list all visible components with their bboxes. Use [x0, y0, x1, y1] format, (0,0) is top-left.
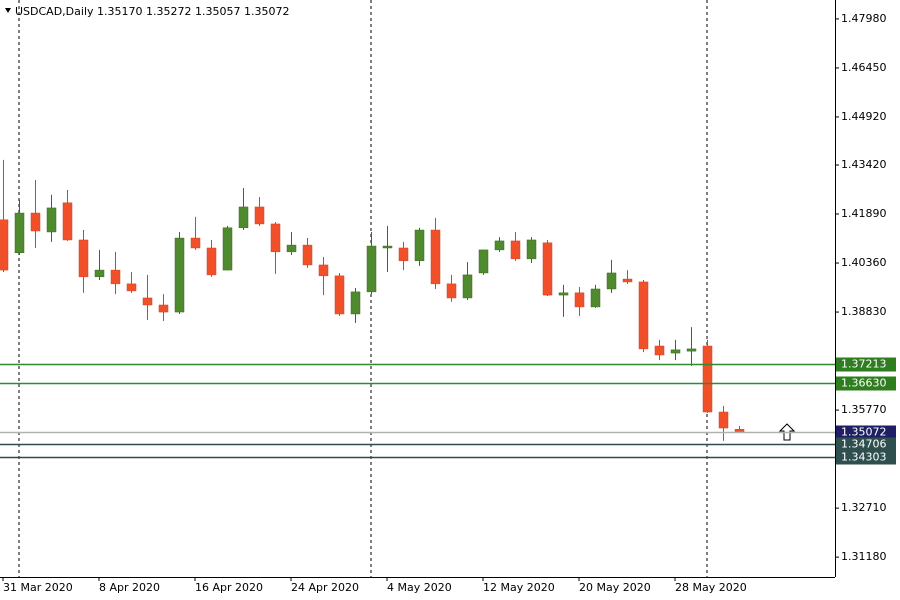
candle-body: [350, 291, 361, 315]
candle-body: [622, 278, 633, 283]
x-tick-label: 20 May 2020: [579, 581, 651, 594]
candle-body: [286, 244, 297, 253]
candle-body: [126, 283, 137, 292]
candle-body: [14, 212, 25, 254]
price-level-label: 1.34303: [841, 451, 887, 464]
candle-body: [462, 274, 473, 299]
candle-body: [206, 247, 217, 276]
y-tick-label: 1.32710: [841, 501, 887, 514]
candle-body: [142, 297, 153, 306]
candle-body: [478, 249, 489, 274]
x-tick-label: 12 May 2020: [483, 581, 555, 594]
price-level-label-box: [836, 450, 896, 465]
x-tick-label: 16 Apr 2020: [195, 581, 263, 594]
y-tick-label: 1.46450: [841, 61, 887, 74]
candle-body: [590, 288, 601, 308]
price-level-label-box: [836, 425, 896, 440]
candle-body: [0, 219, 9, 271]
y-tick-label: 1.47980: [841, 12, 887, 25]
candle-body: [382, 245, 393, 249]
candle-body: [702, 345, 713, 413]
candle-body: [542, 242, 553, 296]
candle-body: [238, 206, 249, 229]
x-tick-label: 4 May 2020: [387, 581, 452, 594]
candle-body: [558, 292, 569, 296]
x-tick-label: 31 Mar 2020: [3, 581, 73, 594]
y-tick-label: 1.31180: [841, 550, 887, 563]
y-tick-label: 1.40360: [841, 256, 887, 269]
candle-body: [606, 272, 617, 290]
candle-body: [654, 345, 665, 356]
candle-body: [638, 281, 649, 350]
candle-body: [510, 240, 521, 260]
candle-body: [158, 304, 169, 313]
candle-body: [574, 292, 585, 308]
candle-body: [222, 227, 233, 271]
candle-body: [254, 206, 265, 225]
y-tick-label: 1.35770: [841, 403, 887, 416]
candle-body: [302, 244, 313, 266]
candle-body: [398, 247, 409, 262]
menu-triangle[interactable]: [5, 8, 11, 13]
candle-body: [718, 411, 729, 429]
candle-body: [430, 229, 441, 285]
price-level-label-box: [836, 437, 896, 452]
candle-body: [94, 269, 105, 278]
candle-body: [670, 349, 681, 354]
y-tick-label: 1.38830: [841, 305, 887, 318]
x-tick-label: 24 Apr 2020: [291, 581, 359, 594]
candle-body: [270, 223, 281, 253]
price-level-label: 1.35072: [841, 426, 887, 439]
candle-body: [110, 269, 121, 285]
price-level-label-box: [836, 376, 896, 391]
y-tick-label: 1.43420: [841, 158, 887, 171]
candle-body: [334, 275, 345, 315]
candle-body: [62, 202, 73, 241]
candle-body: [494, 240, 505, 251]
chart-title: USDCAD,Daily 1.35170 1.35272 1.35057 1.3…: [15, 5, 289, 18]
y-tick-label: 1.41890: [841, 207, 887, 220]
price-level-label: 1.36630: [841, 377, 887, 390]
x-tick-label: 28 May 2020: [675, 581, 747, 594]
candle-body: [366, 245, 377, 293]
price-level-label: 1.34706: [841, 438, 887, 451]
candle-body: [414, 229, 425, 262]
x-tick-label: 8 Apr 2020: [99, 581, 160, 594]
candle-body: [46, 207, 57, 233]
candle-body: [174, 237, 185, 313]
candle-body: [30, 212, 41, 232]
price-level-label: 1.37213: [841, 358, 887, 371]
candle-body: [190, 237, 201, 249]
candle-body: [686, 348, 697, 352]
candle-body: [78, 239, 89, 278]
candle-body: [318, 264, 329, 277]
candle-body: [446, 283, 457, 299]
price-level-label-box: [836, 357, 896, 372]
candle-body: [526, 239, 537, 260]
y-tick-label: 1.44920: [841, 110, 887, 123]
